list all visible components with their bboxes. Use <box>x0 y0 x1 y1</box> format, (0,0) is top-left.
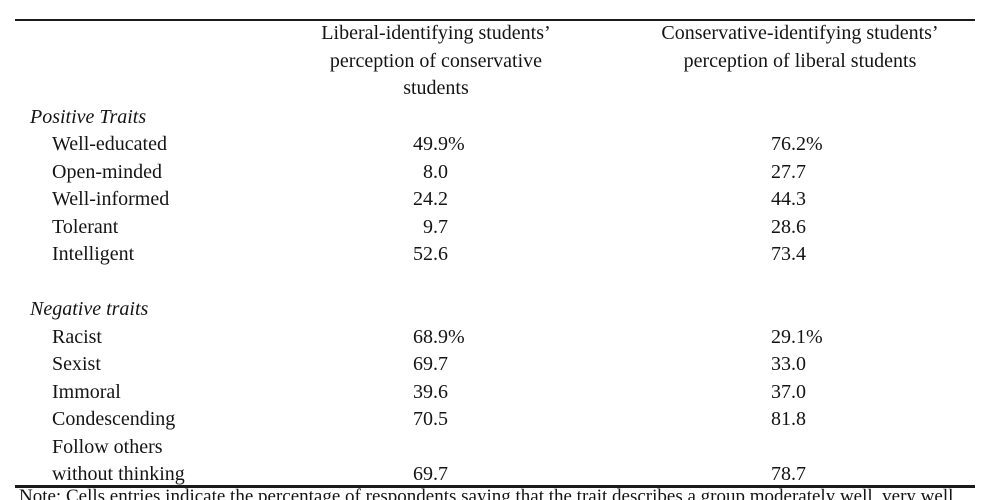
value-liberal-perception: 49.9% <box>413 133 465 155</box>
table-row: Tolerant 9.7 28.6 <box>0 214 1000 242</box>
table-row: Condescending 70.5 81.8 <box>0 406 1000 434</box>
header-line: perception of liberal students <box>683 49 917 72</box>
value-conservative-perception: 29.1% <box>771 325 823 348</box>
table-row: Racist 68.9% 29.1% <box>0 324 1000 352</box>
table-top-rule <box>15 19 975 21</box>
value-conservative-perception: 78.7 <box>771 463 806 485</box>
trait-label: Racist <box>52 325 102 348</box>
trait-label: Condescending <box>52 408 176 430</box>
trait-label: Open-minded <box>52 160 162 183</box>
value-liberal-perception: 8.0 <box>423 160 448 183</box>
trait-label: without thinking <box>52 463 185 485</box>
column-header-conservative-perception: Conservative-identifying students’ perce… <box>620 20 980 75</box>
value-liberal-perception: 39.6 <box>413 380 448 403</box>
value-conservative-perception: 37.0 <box>771 380 806 403</box>
column-header-liberal-perception: Liberal-identifying students’ perception… <box>296 20 576 103</box>
value-conservative-perception: 81.8 <box>771 408 806 430</box>
value-conservative-perception: 73.4 <box>771 243 806 265</box>
table-bottom-rule <box>15 485 975 488</box>
table-row: Well-educated 49.9% 76.2% <box>0 131 1000 159</box>
value-conservative-perception: 33.0 <box>771 353 806 375</box>
section-title-negative-traits: Negative traits <box>30 298 149 320</box>
header-line: perception of conservative <box>329 49 543 72</box>
table-row: Sexist 69.7 33.0 <box>0 351 1000 379</box>
trait-label: Well-informed <box>52 188 170 210</box>
table-row: without thinking 69.7 78.7 <box>0 461 1000 489</box>
table-note: Note: Cells entries indicate the percent… <box>19 486 954 500</box>
value-conservative-perception: 27.7 <box>771 160 806 183</box>
header-line: Liberal-identifying students’ <box>321 22 551 44</box>
table-row: Immoral 39.6 37.0 <box>0 379 1000 407</box>
value-liberal-perception: 70.5 <box>413 408 448 430</box>
header-line: Conservative-identifying students’ <box>661 22 939 44</box>
value-conservative-perception: 28.6 <box>771 215 806 238</box>
trait-label: Sexist <box>52 353 101 375</box>
trait-label: Well-educated <box>52 133 167 155</box>
value-liberal-perception: 9.7 <box>423 215 448 238</box>
value-conservative-perception: 44.3 <box>771 188 806 210</box>
value-liberal-perception: 68.9% <box>413 325 465 348</box>
header-line: students <box>403 77 469 99</box>
trait-label: Tolerant <box>52 215 119 238</box>
table-row: Follow others <box>0 434 1000 462</box>
trait-label: Immoral <box>52 380 121 403</box>
trait-label: Follow others <box>52 435 163 458</box>
section-title-positive-traits: Positive Traits <box>30 105 147 128</box>
table-row: Open-minded 8.0 27.7 <box>0 159 1000 187</box>
trait-label: Intelligent <box>52 243 135 265</box>
table-row: Well-informed 24.2 44.3 <box>0 186 1000 214</box>
value-conservative-perception: 76.2% <box>771 133 823 155</box>
value-liberal-perception: 69.7 <box>413 353 448 375</box>
value-liberal-perception: 52.6 <box>413 243 448 265</box>
table-row: Intelligent 52.6 73.4 <box>0 241 1000 269</box>
value-liberal-perception: 24.2 <box>413 188 448 210</box>
value-liberal-perception: 69.7 <box>413 463 448 485</box>
